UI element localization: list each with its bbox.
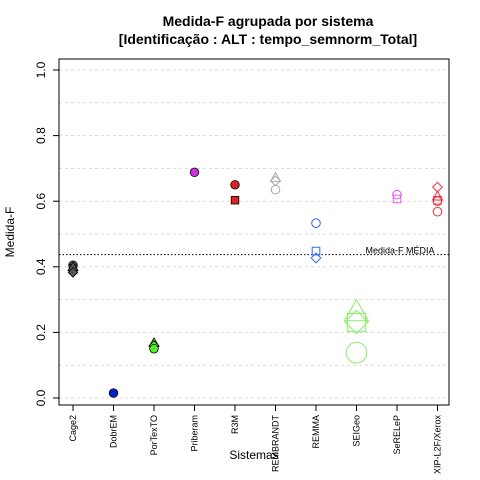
grid-lines	[59, 69, 449, 399]
point-circle	[108, 388, 119, 398]
x-tick-label: DobrEM	[109, 415, 119, 448]
point-square	[346, 312, 367, 333]
y-tick-label: 0.0	[34, 389, 48, 406]
point-circle	[189, 167, 200, 178]
point-circle	[432, 196, 443, 206]
y-tick-label: 1.0	[34, 61, 48, 78]
chart-title: Medida-F agrupada por sistema	[163, 13, 374, 29]
y-tick-label: 0.4	[34, 258, 48, 275]
point-circle	[230, 180, 240, 190]
point-triangle	[431, 190, 444, 201]
x-tick-label: REMMA	[311, 415, 321, 449]
point-square	[311, 246, 321, 256]
point-circle	[270, 184, 281, 195]
x-tick-label: PorTexTO	[149, 415, 159, 455]
x-tick-label: Priberam	[190, 415, 200, 452]
point-circle	[149, 344, 159, 354]
plot-frame	[58, 58, 450, 406]
y-tick-label: 0.8	[34, 127, 48, 144]
mean-reference-label: Medida-F MÉDIA	[365, 246, 434, 256]
x-axis-title: Sistemas	[229, 448, 278, 462]
x-tick-label: R3M	[230, 415, 240, 434]
point-diamond	[310, 252, 322, 264]
x-tick-label: SeRELeP	[392, 415, 402, 455]
point-triangle	[269, 171, 282, 182]
point-triangle	[343, 298, 370, 322]
point-diamond	[344, 309, 369, 335]
point-square	[230, 196, 240, 205]
y-axis-title: Medida-F	[3, 207, 17, 258]
point-diamond	[67, 267, 79, 278]
y-tick-label: 0.2	[34, 324, 48, 341]
chart-subtitle: [Identificação : ALT : tempo_semnorm_Tot…	[119, 31, 417, 47]
point-square	[392, 194, 402, 204]
x-tick-label: REMBRANDT	[271, 415, 281, 473]
data-points	[67, 167, 444, 398]
x-tick-label: XIP-L2F/Xerox	[433, 415, 443, 475]
x-tick-label: SEIGeo	[352, 415, 362, 447]
y-tick-label: 0.6	[34, 193, 48, 210]
point-circle	[432, 206, 443, 217]
point-circle	[311, 218, 321, 228]
x-axis: Cage2 DobrEM PorTexTO Priberam R3M REMBRANDT R…	[68, 404, 443, 475]
x-tick-label: Cage2	[68, 415, 78, 442]
point-circle	[345, 341, 368, 364]
y-axis: 0.0 0.2 0.4 0.6 0.8 1.0	[34, 61, 60, 406]
